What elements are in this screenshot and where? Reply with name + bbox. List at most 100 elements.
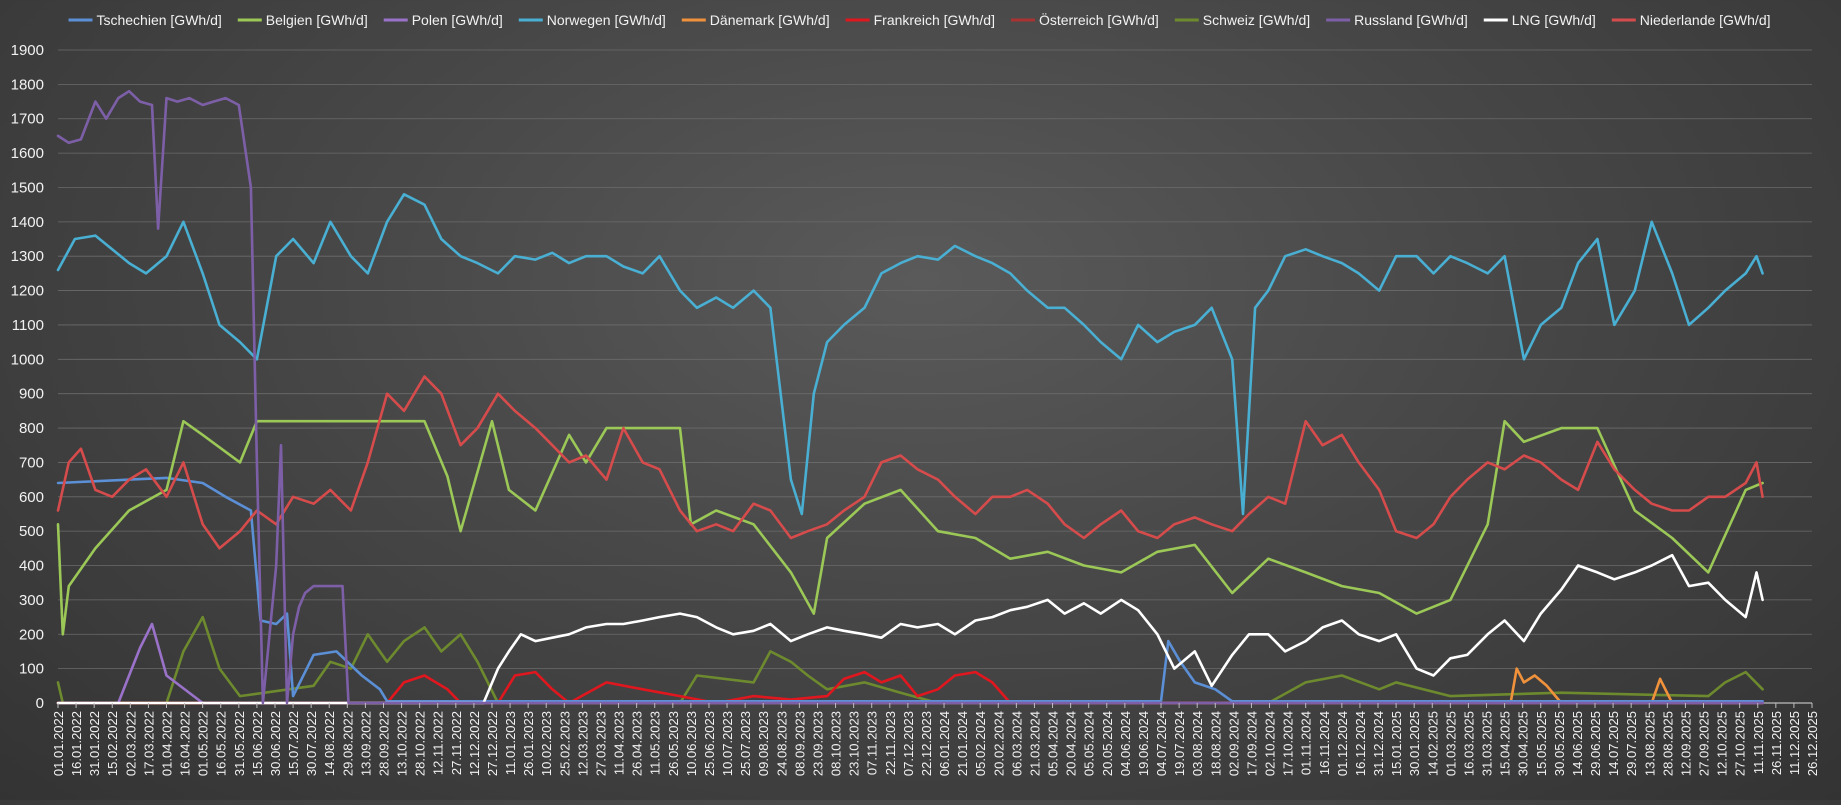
- y-tick-label: 1500: [11, 179, 44, 196]
- legend-label: Niederlande [GWh/d]: [1640, 12, 1771, 28]
- series-line-5: [56, 670, 1764, 705]
- x-tick-label: 15.01.2025: [1389, 711, 1404, 776]
- x-tick-label: 12.11.2022: [431, 711, 446, 775]
- y-tick-label: 1700: [11, 111, 44, 128]
- x-tick-label: 15.02.2022: [105, 711, 120, 776]
- x-tick-label: 16.12.2024: [1353, 711, 1368, 776]
- x-tick-label: 30.05.2025: [1552, 711, 1567, 776]
- x-tick-label: 16.03.2025: [1461, 711, 1476, 776]
- x-tick-label: 25.06.2023: [702, 711, 717, 776]
- x-tick-label: 23.10.2023: [847, 711, 862, 776]
- x-tick-label: 10.02.2023: [539, 711, 554, 776]
- x-tick-label: 20.04.2024: [1064, 711, 1079, 776]
- plot-area: [56, 89, 1764, 705]
- series-line-0: [56, 476, 1764, 703]
- x-tick-label: 27.12.2022: [485, 711, 500, 776]
- x-tick-label: 13.08.2025: [1642, 711, 1657, 776]
- y-axis: 0 100 200 300 400 500 600 700 800 900 1000 1100 1200…: [11, 42, 44, 712]
- x-tick-label: 13.10.2022: [395, 711, 410, 776]
- x-tick-label: 31.12.2024: [1371, 711, 1386, 776]
- x-tick-label: 15.06.2022: [250, 711, 265, 776]
- x-tick-label: 31.03.2025: [1480, 711, 1495, 776]
- y-tick-label: 1600: [11, 145, 44, 162]
- x-tick-label: 16.11.2024: [1317, 711, 1332, 775]
- x-tick-label: 18.08.2024: [1208, 711, 1223, 776]
- series-line-1: [56, 419, 1764, 636]
- x-tick-label: 01.03.2025: [1443, 711, 1458, 776]
- y-tick-label: 700: [19, 454, 44, 471]
- x-tick-label: 01.04.2022: [159, 711, 174, 776]
- x-tick-label: 05.04.2024: [1046, 711, 1061, 776]
- x-tick-label: 27.03.2023: [593, 711, 608, 776]
- x-tick-label: 16.01.2022: [69, 711, 84, 776]
- x-axis: 01.01.2022 16.01.2022 31.01.2022 15.02.2022…: [51, 703, 1820, 776]
- x-tick-label: 15.04.2025: [1498, 711, 1513, 776]
- x-tick-label: 08.10.2023: [829, 711, 844, 776]
- legend-label: Belgien [GWh/d]: [266, 12, 368, 28]
- x-tick-label: 01.01.2022: [51, 711, 66, 776]
- x-tick-label: 12.10.2025: [1715, 711, 1730, 776]
- x-tick-label: 30.07.2022: [304, 711, 319, 776]
- legend-label: Norwegen [GWh/d]: [547, 12, 666, 28]
- x-tick-label: 15.07.2022: [286, 711, 301, 776]
- y-tick-label: 1800: [11, 76, 44, 93]
- y-tick-label: 1200: [11, 283, 44, 300]
- x-tick-label: 04.06.2024: [1118, 711, 1133, 776]
- x-tick-label: 07.11.2023: [865, 711, 880, 775]
- x-tick-label: 24.08.2023: [774, 711, 789, 776]
- x-tick-label: 26.01.2023: [521, 711, 536, 776]
- x-tick-label: 12.09.2025: [1678, 711, 1693, 776]
- legend-label: Österreich [GWh/d]: [1039, 11, 1159, 28]
- y-tick-label: 800: [19, 420, 44, 437]
- x-tick-label: 21.03.2024: [1027, 711, 1042, 776]
- x-tick-label: 26.05.2023: [666, 711, 681, 776]
- legend-label: Frankreich [GWh/d]: [874, 12, 995, 28]
- x-tick-label: 04.07.2024: [1154, 711, 1169, 776]
- legend-label: LNG [GWh/d]: [1512, 12, 1596, 28]
- x-tick-label: 08.09.2023: [792, 711, 807, 776]
- x-tick-label: 27.09.2025: [1697, 711, 1712, 776]
- y-tick-label: 0: [36, 695, 44, 712]
- x-tick-label: 28.09.2022: [376, 711, 391, 776]
- x-tick-label: 30.01.2025: [1407, 711, 1422, 776]
- y-tick-label: 600: [19, 489, 44, 506]
- y-tick-label: 1900: [11, 42, 44, 59]
- x-tick-label: 11.12.2025: [1787, 711, 1802, 775]
- y-tick-label: 300: [19, 592, 44, 609]
- series-line-10: [56, 375, 1764, 550]
- x-tick-label: 30.04.2025: [1516, 711, 1531, 776]
- x-tick-label: 06.01.2024: [937, 711, 952, 776]
- x-tick-label: 25.02.2023: [557, 711, 572, 776]
- x-tick-label: 28.10.2022: [413, 711, 428, 776]
- series-line-4: [56, 667, 1764, 705]
- x-tick-label: 29.07.2025: [1624, 711, 1639, 776]
- x-tick-label: 14.06.2025: [1570, 711, 1585, 776]
- y-tick-label: 400: [19, 558, 44, 575]
- legend-label: Russland [GWh/d]: [1354, 12, 1468, 28]
- y-tick-label: 500: [19, 523, 44, 540]
- x-tick-label: 06.03.2024: [1009, 711, 1024, 776]
- series-line-2: [56, 622, 1764, 705]
- y-tick-label: 100: [19, 661, 44, 678]
- y-tick-label: 900: [19, 386, 44, 403]
- x-tick-label: 12.03.2023: [575, 711, 590, 776]
- x-tick-label: 22.11.2023: [883, 711, 898, 775]
- legend-label: Tschechien [GWh/d]: [96, 12, 221, 28]
- x-tick-label: 07.12.2023: [901, 711, 916, 776]
- x-tick-label: 11.11.2025: [1751, 711, 1766, 774]
- x-tick-label: 15.05.2025: [1534, 711, 1549, 776]
- x-tick-label: 20.05.2024: [1100, 711, 1115, 776]
- x-tick-label: 11.04.2023: [612, 711, 627, 775]
- x-tick-label: 09.08.2023: [756, 711, 771, 776]
- x-tick-label: 02.10.2024: [1263, 711, 1278, 776]
- x-tick-label: 31.01.2022: [87, 711, 102, 776]
- x-tick-label: 01.11.2024: [1299, 711, 1314, 775]
- x-tick-label: 26.04.2023: [630, 711, 645, 776]
- x-tick-label: 11.05.2023: [648, 711, 663, 775]
- y-tick-label: 1000: [11, 351, 44, 368]
- x-tick-label: 20.02.2024: [991, 711, 1006, 776]
- x-tick-label: 01.05.2022: [196, 711, 211, 776]
- x-tick-label: 17.03.2022: [141, 711, 156, 776]
- x-tick-label: 19.06.2024: [1136, 711, 1151, 776]
